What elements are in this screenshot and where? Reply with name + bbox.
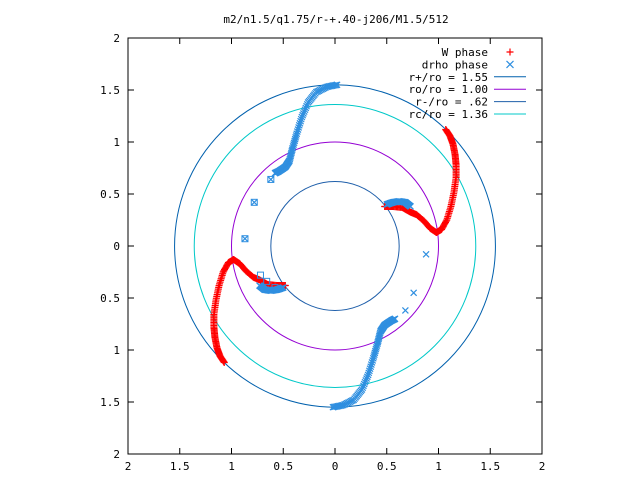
sparse-point-1-5 [241,235,249,243]
circle-1 [231,141,439,351]
square-point-1-1 [250,198,258,206]
point-1-3-32 [256,282,263,289]
point-1-1-39 [369,356,377,364]
point-1-1-27 [360,380,368,388]
y-tick-label-1: 1.5 [100,396,120,409]
point-1-1-31 [363,373,371,381]
point-1-0-80 [271,169,279,177]
point-1-0-37 [295,124,303,131]
y-tick-label-6: 1 [113,136,120,149]
point-1-0-33 [297,115,305,123]
x-tick-label-3: 0.5 [273,460,293,473]
x-tick-label-8: 2 [539,460,546,473]
x-tick-label-4: 0 [332,460,339,473]
square-point-1-2 [241,235,249,243]
y-tick-label-4: 0 [113,240,120,253]
point-1-0-30 [300,109,307,117]
point-1-0-34 [297,117,305,125]
legend-sample-series-1 [506,60,514,69]
point-1-1-25 [359,384,367,392]
x-tick-label-1: 1.5 [170,460,190,473]
x-tick-label-5: 0.5 [377,460,397,473]
point-1-0-24 [304,99,312,106]
square-point-1-4 [263,277,271,285]
point-1-0-35 [296,119,304,127]
y-tick-label-5: 0.5 [100,188,120,201]
x-tick-label-6: 1 [435,460,442,473]
point-1-1-38 [368,359,376,366]
point-1-2-32 [407,203,414,210]
point-1-0-36 [295,121,303,129]
square-point-1-5 [271,284,279,292]
legend-sample-series-0 [506,48,514,56]
legend-label-series-1: drho phase [422,58,488,71]
point-1-1-37 [367,361,375,368]
point-1-1-36 [367,363,375,371]
point-1-0-38 [294,126,302,133]
point-1-0-39 [293,128,301,136]
y-tick-label-7: 1.5 [100,84,120,97]
point-1-0-27 [302,104,310,112]
circle-3 [193,104,477,388]
point-1-0-26 [303,102,310,110]
y-tick-label-8: 2 [113,32,120,45]
sparse-point-1-2 [401,307,409,314]
legend-label-circle-3: rc/ro = 1.36 [409,108,488,121]
sparse-point-1-1 [410,289,418,297]
point-1-1-35 [366,365,374,373]
sparse-point-1-4 [250,198,258,206]
x-tick-label-7: 1.5 [480,460,500,473]
point-1-1-6 [337,402,345,410]
point-1-1-28 [361,378,369,386]
point-1-1-29 [362,376,370,384]
legend-label-circle-1: ro/ro = 1.00 [409,83,488,96]
square-point-1-0 [267,175,275,183]
y-tick-label-2: 1 [113,344,120,357]
point-1-1-26 [360,382,367,390]
point-1-0-29 [300,108,308,116]
point-1-1-24 [358,386,366,393]
point-1-0-25 [303,100,311,108]
point-1-1-30 [363,375,370,383]
point-1-1-80 [391,315,399,323]
legend-label-circle-0: r+/ro = 1.55 [409,71,488,84]
tick-layer: 2 1.5 1 0.5 0 0.5 1 1.5 221.510.500.511.52 [100,32,545,473]
point-1-0-28 [301,106,309,114]
x-tick-label-2: 1 [228,460,235,473]
legend-label-series-0: W phase [442,46,488,59]
y-tick-label-3: 0.5 [100,292,120,305]
point-1-1-33 [365,369,373,377]
y-tick-label-0: 2 [113,448,120,461]
series-layer [210,81,460,411]
point-1-1-32 [364,371,372,379]
point-1-0-31 [299,111,307,119]
point-1-0-32 [298,113,306,121]
chart-title: m2/n1.5/q1.75/r-+.40-j206/M1.5/512 [223,13,448,26]
circle-2 [270,181,400,311]
square-point-1-3 [256,271,264,279]
sparse-point-1-3 [267,176,275,183]
x-tick-label-0: 2 [125,460,132,473]
point-1-0-6 [325,82,333,90]
point-1-1-34 [365,367,373,375]
sparse-point-1-0 [422,250,430,258]
legend-label-circle-2: r-/ro = .62 [415,96,488,109]
